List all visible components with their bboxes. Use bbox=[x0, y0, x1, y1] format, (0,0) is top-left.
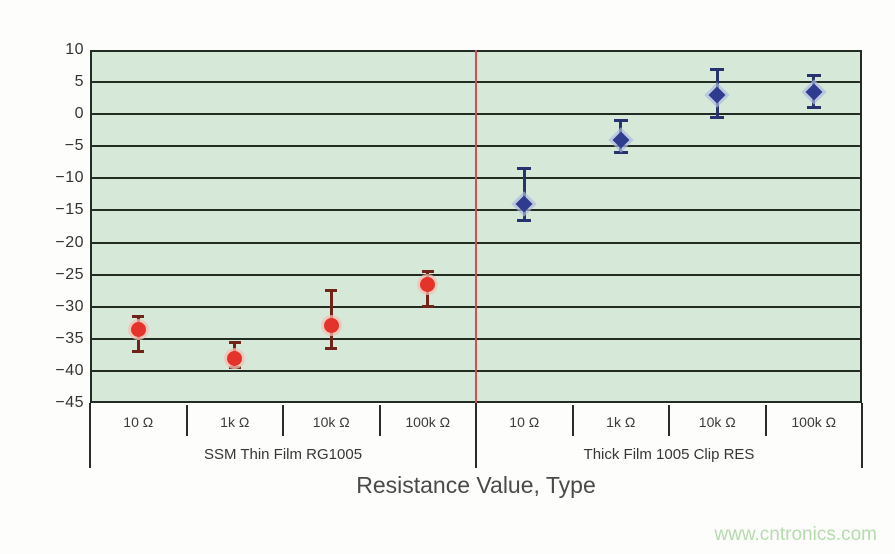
error-bar-cap-bottom bbox=[806, 106, 821, 110]
axis-boundary-line bbox=[861, 403, 863, 468]
error-bar bbox=[522, 168, 526, 221]
y-tick-label: −15 bbox=[55, 201, 84, 219]
y-tick-label: 5 bbox=[74, 73, 84, 91]
axis-boundary-line bbox=[89, 403, 91, 468]
error-bar-cap-bottom bbox=[517, 218, 532, 222]
y-tick-label: −40 bbox=[55, 361, 84, 379]
error-bar-cap-top bbox=[132, 314, 145, 318]
y-tick-label: 10 bbox=[65, 41, 84, 58]
category-separator bbox=[571, 405, 574, 436]
data-point-circle bbox=[323, 318, 339, 334]
y-tick-label: 0 bbox=[74, 105, 84, 123]
x-tick-label: 10 Ω bbox=[123, 414, 154, 430]
x-tick-label: 100k Ω bbox=[791, 414, 837, 430]
error-bar-cap-bottom bbox=[132, 350, 145, 354]
x-tick-label: 10k Ω bbox=[698, 414, 736, 430]
error-bar-cap-top bbox=[806, 74, 821, 78]
category-separator bbox=[764, 405, 767, 436]
watermark-text: www.cntronics.com bbox=[714, 524, 877, 545]
data-point-circle bbox=[227, 350, 243, 366]
category-separator bbox=[185, 405, 188, 436]
error-bar-cap-bottom bbox=[228, 366, 241, 370]
x-tick-label: 10k Ω bbox=[312, 414, 350, 430]
error-bar-cap-top bbox=[421, 269, 434, 273]
error-bar-cap-top bbox=[613, 119, 628, 123]
error-bar-cap-bottom bbox=[325, 346, 338, 350]
y-tick-label: −5 bbox=[64, 137, 84, 155]
error-bar-cap-top bbox=[325, 289, 338, 293]
y-tick-label: −35 bbox=[55, 329, 84, 347]
x-axis-title: Resistance Value, Type bbox=[356, 472, 596, 498]
error-bar-cap-top bbox=[710, 67, 725, 71]
y-tick-label: −45 bbox=[55, 394, 84, 411]
group-label-thick-film: Thick Film 1005 Clip RES bbox=[583, 446, 755, 463]
x-tick-label: 1k Ω bbox=[606, 414, 636, 430]
axis-boundary-line bbox=[475, 403, 477, 468]
y-tick-label: −30 bbox=[55, 297, 84, 315]
x-tick-label: 1k Ω bbox=[220, 414, 250, 430]
category-separator bbox=[668, 405, 670, 436]
error-bar-cap-bottom bbox=[710, 115, 725, 119]
group-divider-line bbox=[475, 50, 477, 403]
y-tick-label: −25 bbox=[55, 265, 84, 283]
error-bar-cap-bottom bbox=[421, 305, 434, 309]
data-point-circle bbox=[420, 276, 436, 292]
error-bar-cap-top bbox=[517, 167, 532, 171]
y-tick-label: −10 bbox=[55, 169, 84, 187]
y-tick-label: −20 bbox=[55, 233, 84, 251]
error-bar-cap-bottom bbox=[613, 151, 628, 155]
category-separator bbox=[378, 405, 381, 436]
category-separator bbox=[282, 405, 284, 436]
group-label-thin-film: SSM Thin Film RG1005 bbox=[203, 446, 363, 463]
x-tick-label: 100k Ω bbox=[405, 414, 451, 430]
x-tick-label: 10 Ω bbox=[509, 414, 540, 430]
error-bar-cap-top bbox=[228, 340, 241, 344]
data-point-circle bbox=[130, 321, 146, 337]
